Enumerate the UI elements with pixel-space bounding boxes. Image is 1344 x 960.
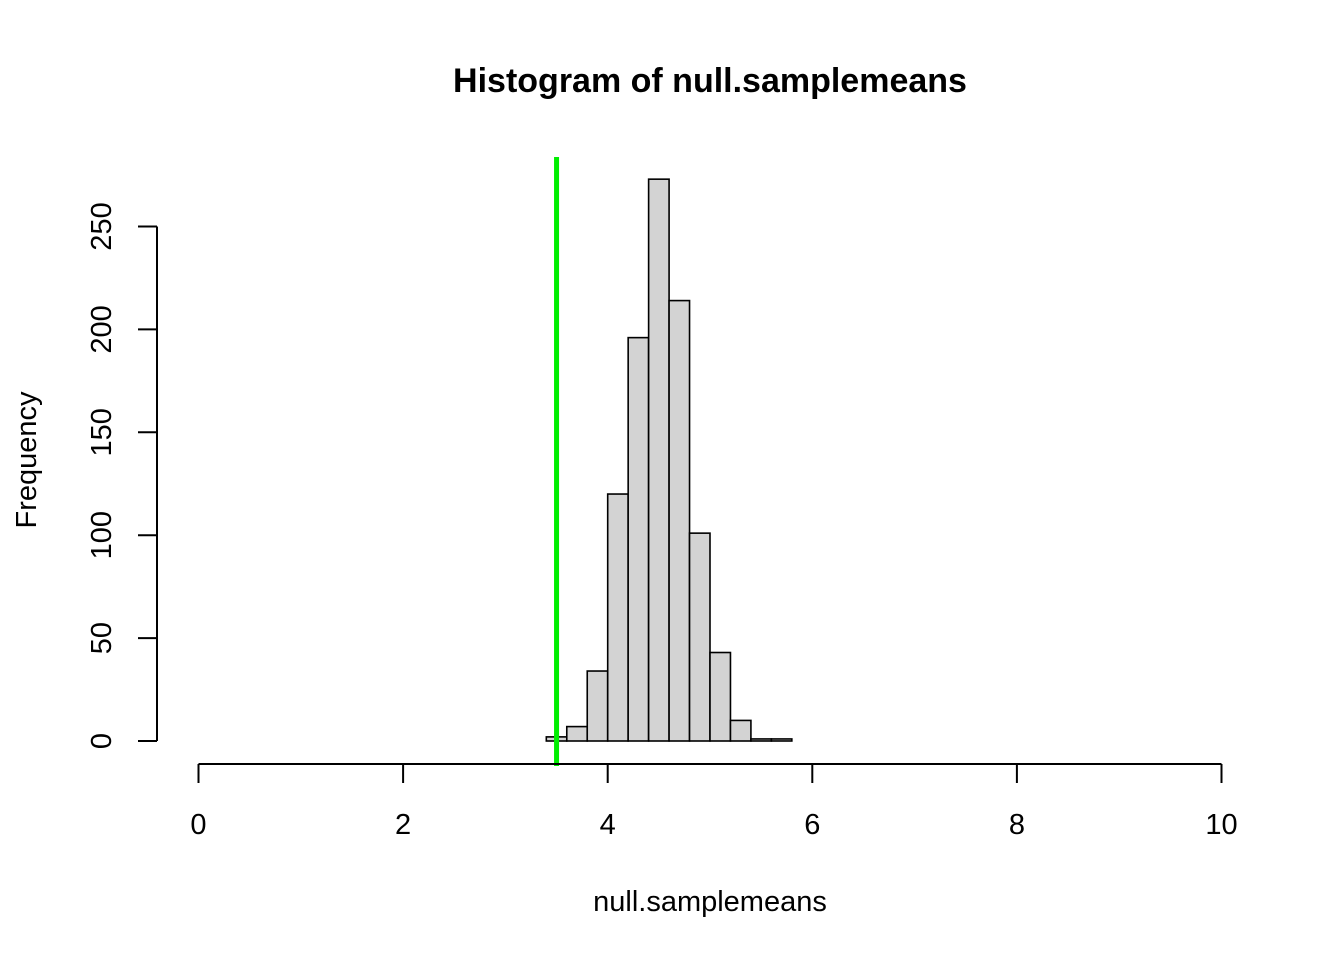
chart-title: Histogram of null.samplemeans [453,62,967,100]
histogram-bar-9 [729,719,752,742]
histogram-bar-4 [627,336,650,742]
x-axis-label: null.samplemeans [593,886,827,918]
y-axis: 0 50 100 150 200 250 [86,202,158,749]
histogram-bar-8 [709,651,732,742]
x-tick-label: 10 [1205,809,1237,841]
y-tick-label: 250 [86,202,118,250]
y-axis-label: Frequency [11,391,43,529]
histogram-bar-11 [770,738,793,742]
y-tick-label: 200 [86,305,118,353]
histogram-bar-2 [586,670,609,742]
y-tick-label: 0 [86,733,118,749]
x-tick-label: 2 [395,809,411,841]
histogram-bar-1 [565,725,589,742]
x-tick-label: 6 [804,809,820,841]
x-tick-label: 0 [190,809,206,841]
histogram-bar-7 [688,532,711,742]
histogram-bars [545,178,793,742]
histogram-bar-10 [750,738,773,742]
x-tick-label: 8 [1009,809,1025,841]
x-tick-label: 4 [600,809,616,841]
y-tick-label: 150 [86,408,118,456]
y-tick-label: 50 [86,622,118,654]
histogram-bar-3 [606,493,629,742]
x-axis: 0 2 4 6 8 10 [190,763,1238,841]
histogram-bar-5 [647,178,670,742]
histogram-bar-6 [668,299,691,742]
y-tick-label: 100 [86,511,118,559]
